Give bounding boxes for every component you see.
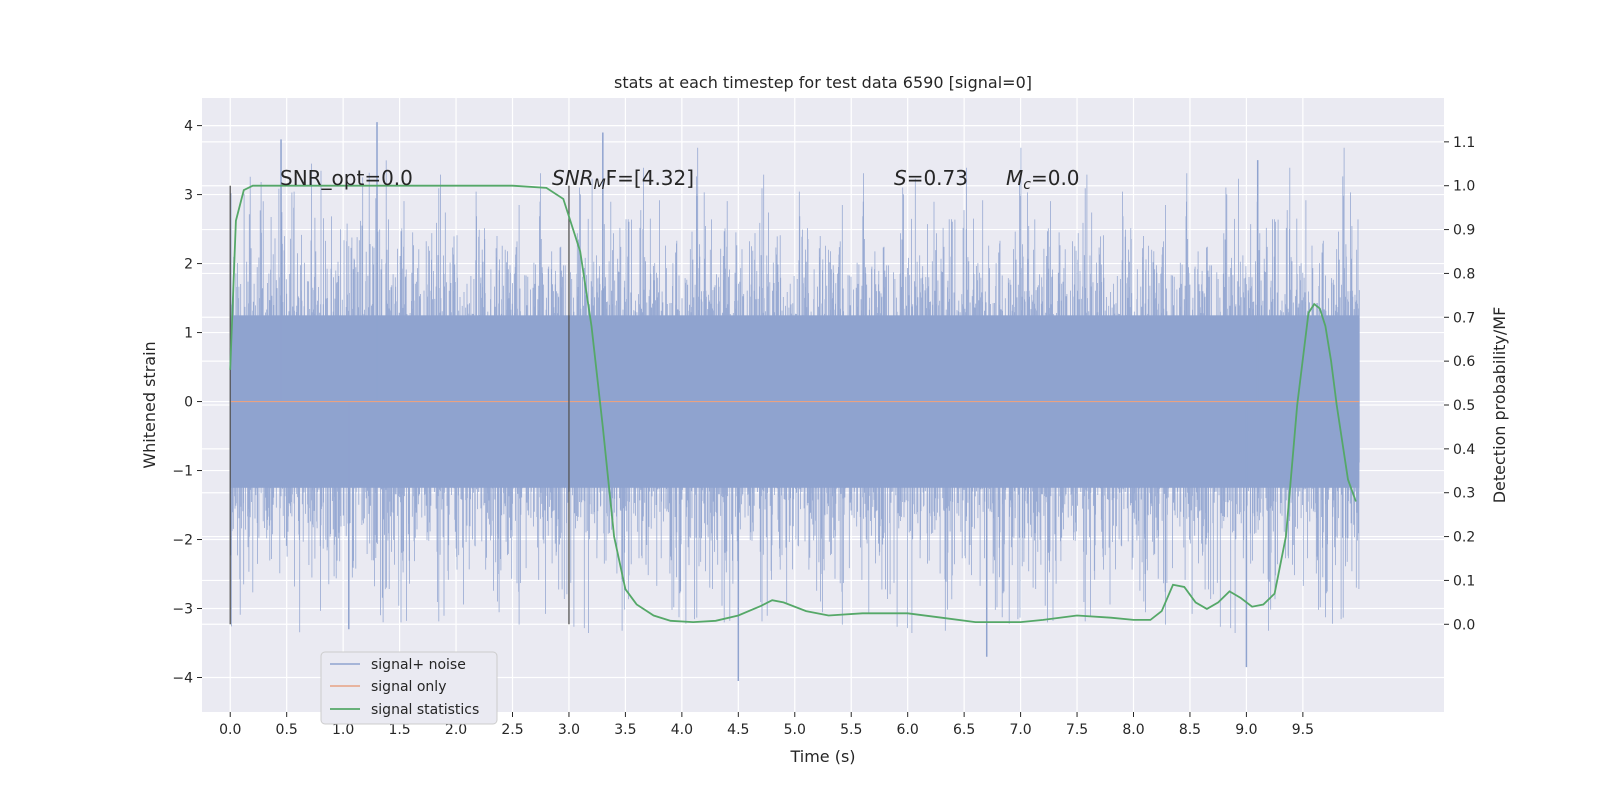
y-tick-label-right: 0.7	[1453, 310, 1475, 326]
y-tick-label-right: 0.4	[1453, 442, 1475, 458]
x-tick-label: 0.5	[276, 722, 298, 738]
x-axis-label: Time (s)	[789, 747, 855, 766]
annotation-mc-main: M	[1006, 166, 1023, 190]
y-axis-left: 4 3 2 1 0 −1 −2 −3 −4	[172, 119, 202, 687]
y-tick-label-left: −1	[172, 464, 193, 480]
y-tick-label-right: 1.1	[1453, 135, 1475, 151]
y-tick-label-left: 1	[184, 326, 193, 342]
x-tick-label: 6.0	[897, 722, 919, 738]
x-tick-label: 9.5	[1292, 722, 1314, 738]
annotation-mc: Mc=0.0	[1006, 166, 1080, 193]
x-tick-label: 8.0	[1122, 722, 1144, 738]
x-tick-label: 6.5	[953, 722, 975, 738]
x-tick-label: 2.5	[501, 722, 523, 738]
y-tick-label-right: 0.6	[1453, 354, 1475, 370]
legend-box	[320, 651, 498, 725]
y-tick-label-right: 1.0	[1453, 179, 1475, 195]
y-tick-label-left: −3	[172, 602, 193, 618]
y-tick-label-right: 0.8	[1453, 266, 1475, 282]
y-tick-label-right: 0.3	[1453, 486, 1475, 502]
x-tick-label: 5.5	[840, 722, 862, 738]
y-axis-label-left: Whitened strain	[140, 341, 159, 468]
y-tick-label-left: 4	[184, 119, 193, 135]
y-tick-label-right: 0.9	[1453, 223, 1475, 239]
legend-label-signal-only: signal only	[371, 679, 446, 695]
x-tick-label: 3.0	[558, 722, 580, 738]
y-tick-label-right: 0.2	[1453, 530, 1475, 546]
y-tick-label-left: 0	[184, 395, 193, 411]
x-tick-label: 5.0	[784, 722, 806, 738]
y-tick-label-right: 0.5	[1453, 398, 1475, 414]
annotation-snr-mf-main: SNR	[552, 166, 594, 190]
x-tick-label: 7.5	[1066, 722, 1088, 738]
x-tick-label: 4.0	[671, 722, 693, 738]
y-tick-label-left: −4	[172, 671, 193, 687]
y-tick-label-right: 0.1	[1453, 573, 1475, 589]
signal-statistics-line	[229, 184, 1357, 624]
y-tick-label-right: 0.0	[1453, 617, 1475, 633]
legend-label-signal-statistics: signal statistics	[371, 702, 479, 718]
legend: signal+ noise signal only signal statist…	[320, 651, 498, 725]
x-tick-label: 8.5	[1179, 722, 1201, 738]
x-tick-label: 1.5	[388, 722, 410, 738]
x-tick-label: 2.0	[445, 722, 467, 738]
x-tick-label: 0.0	[219, 722, 241, 738]
annotation-mc-sub: c	[1023, 177, 1031, 193]
x-axis: 0.0 0.5 1.0 1.5 2.0 2.5 3.0 3.5 4.0 4.5 5.0 5.5 6.0 6…	[219, 712, 1314, 738]
y-tick-label-left: 3	[184, 188, 193, 204]
x-tick-label: 7.0	[1009, 722, 1031, 738]
chart-marks	[229, 184, 1360, 625]
annotation-s: S=0.73	[894, 166, 968, 190]
annotation-s-main: S	[894, 166, 907, 190]
y-axis-label-right: Detection probability/MF	[1490, 307, 1509, 504]
x-tick-label: 3.5	[614, 722, 636, 738]
legend-label-signal-noise: signal+ noise	[371, 657, 466, 673]
chart-title: stats at each timestep for test data 659…	[614, 73, 1032, 92]
annotation-snr-mf-sub: M	[594, 177, 606, 193]
annotation-s-value: =0.73	[907, 166, 968, 190]
y-tick-label-left: −2	[172, 533, 193, 549]
annotation-mc-value: =0.0	[1031, 166, 1080, 190]
y-axis-right: 1.1 1.0 0.9 0.8 0.7 0.6 0.5 0.4 0.3 0.2 0.1 0.0	[1444, 135, 1475, 633]
y-tick-label-left: 2	[184, 257, 193, 273]
annotation-snr-mf-value: F=[4.32]	[606, 166, 694, 190]
x-tick-label: 4.5	[727, 722, 749, 738]
annotation-snr-mf: SNRMF=[4.32]	[552, 166, 694, 193]
x-tick-label: 1.0	[332, 722, 354, 738]
x-tick-label: 9.0	[1235, 722, 1257, 738]
annotation-snr-opt: SNR_opt=0.0	[280, 166, 413, 190]
